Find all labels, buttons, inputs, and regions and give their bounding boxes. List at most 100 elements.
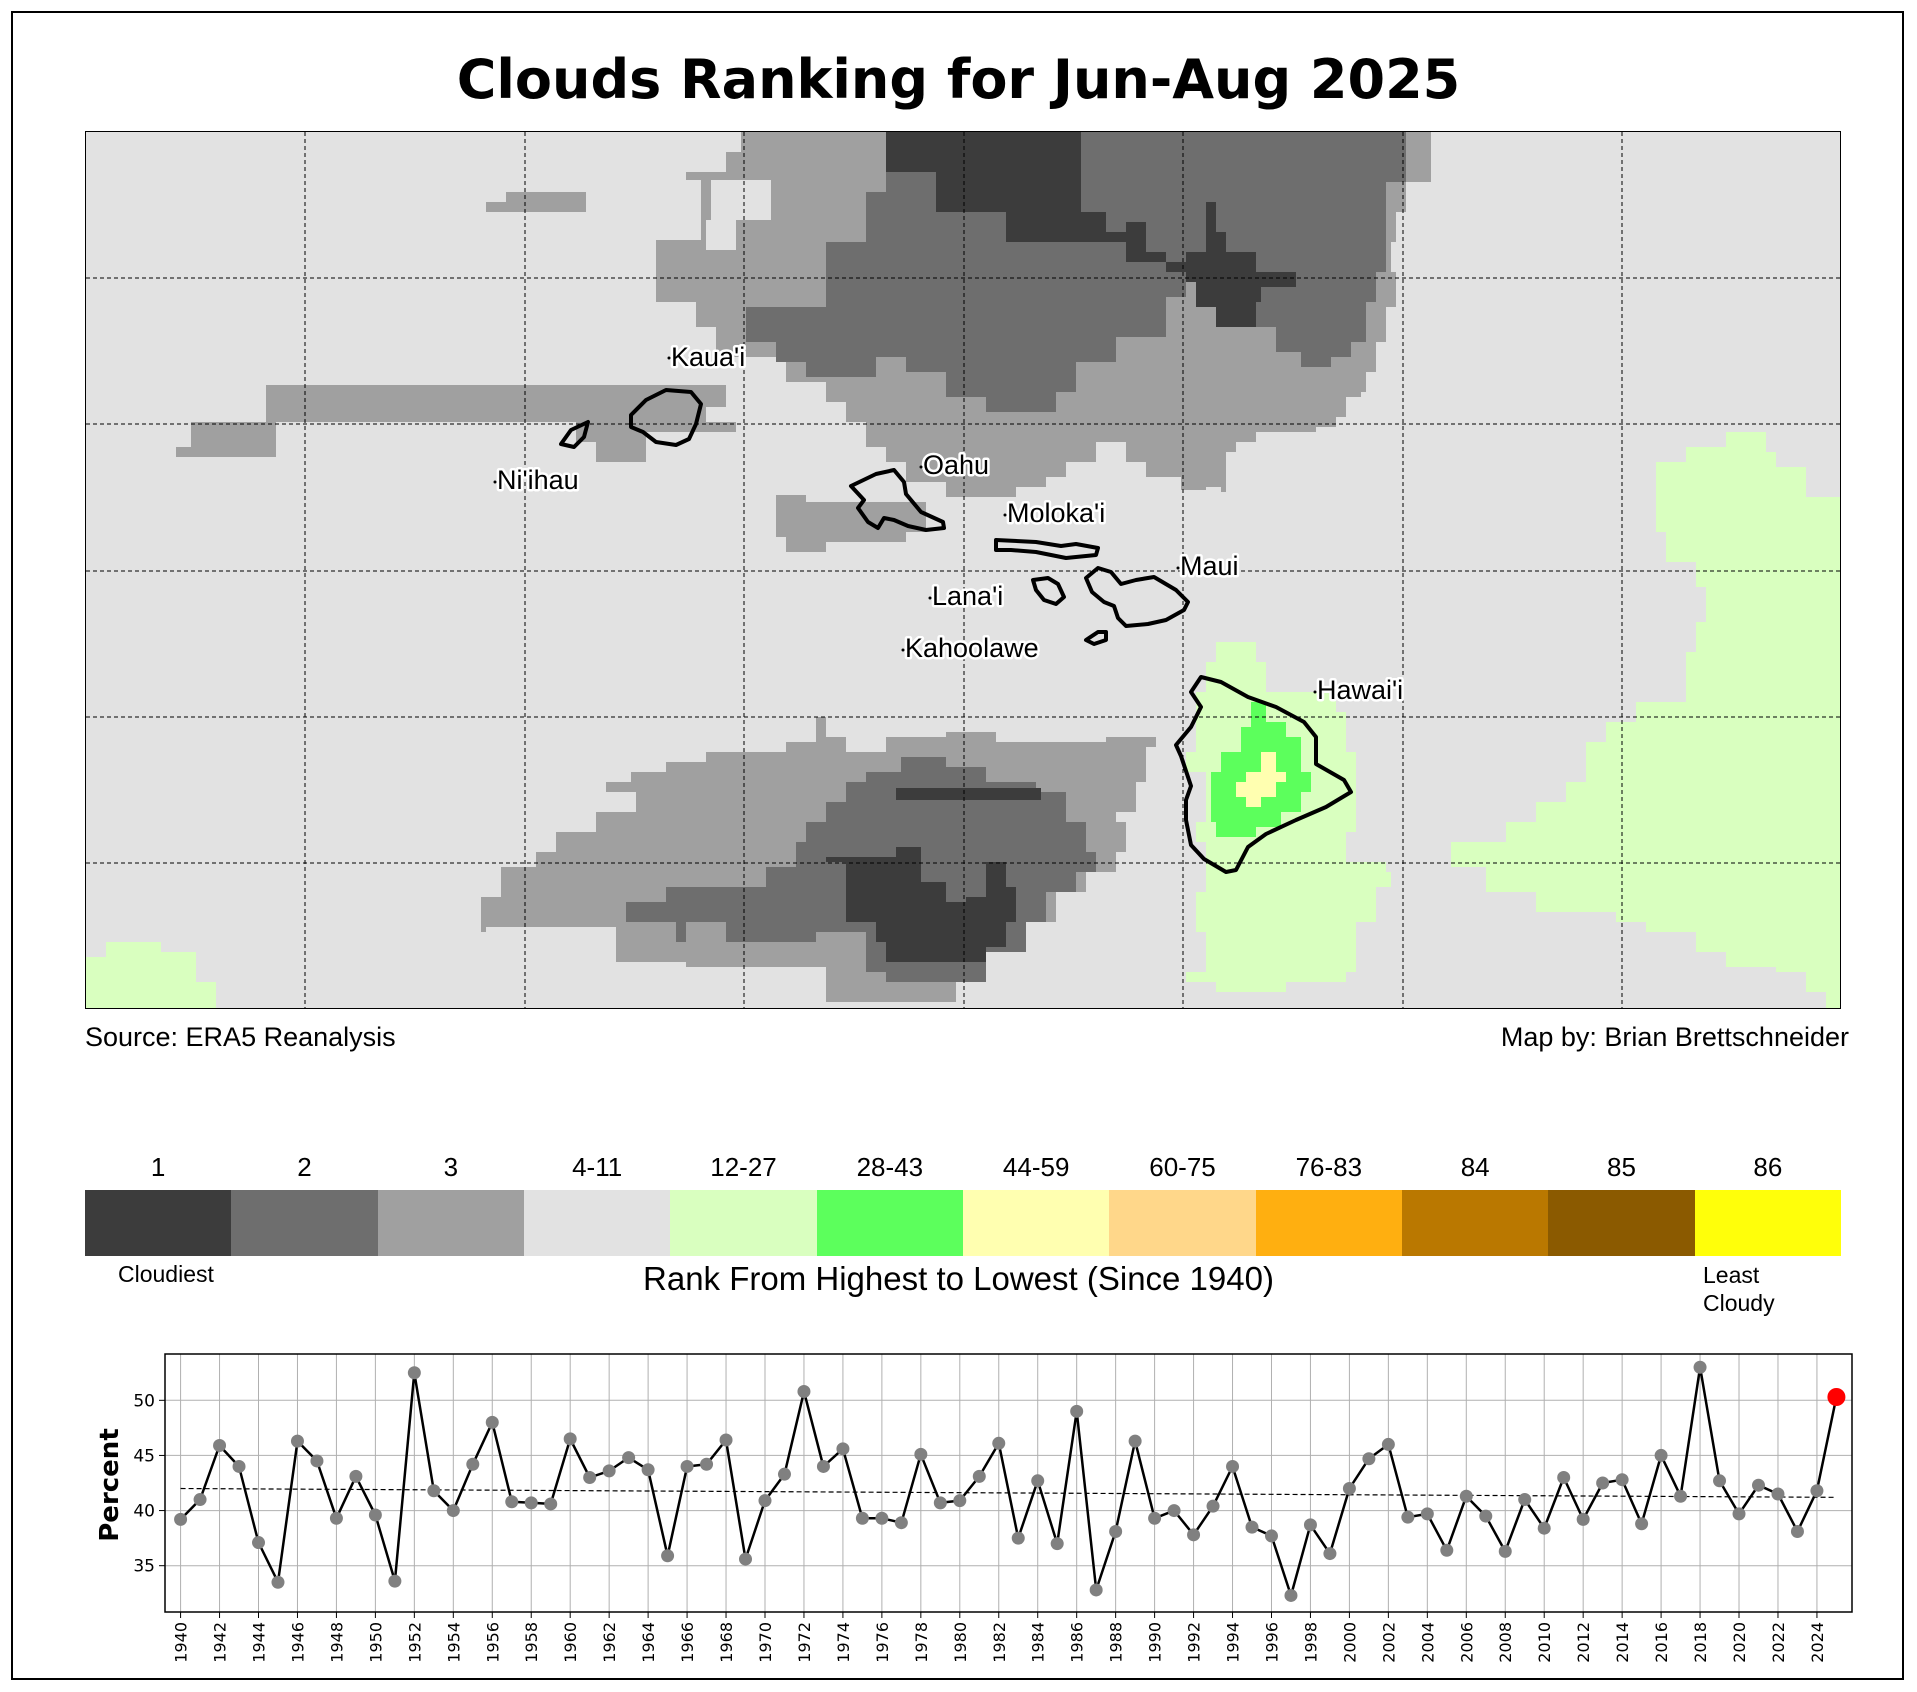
data-point <box>407 1366 421 1380</box>
data-point <box>894 1516 908 1530</box>
x-tick-label: 1942 <box>211 1622 230 1663</box>
x-tick-label: 1950 <box>366 1622 385 1663</box>
data-point <box>1109 1525 1123 1539</box>
island-label-dots <box>493 356 1317 694</box>
y-tick-label: 45 <box>133 1446 155 1466</box>
x-tick-label: 1976 <box>873 1622 892 1663</box>
x-tick-label: 1980 <box>951 1622 970 1663</box>
rank-3-region-west <box>176 385 736 462</box>
island-label-molokai: Moloka'i <box>1007 498 1105 528</box>
x-tick-label: 2014 <box>1613 1622 1632 1663</box>
legend-rank-label: 76-83 <box>1295 1152 1363 1182</box>
data-point <box>1459 1489 1473 1503</box>
data-point <box>252 1536 266 1550</box>
data-point <box>466 1457 480 1471</box>
data-point <box>1342 1482 1356 1496</box>
data-point <box>1576 1512 1590 1526</box>
niihau-outline <box>559 420 590 449</box>
island-label-maui: Maui <box>1180 551 1239 581</box>
x-tick-label: 1970 <box>756 1622 775 1663</box>
data-point <box>544 1497 558 1511</box>
island-label-oahu: Oahu <box>923 450 989 480</box>
data-point <box>836 1442 850 1456</box>
data-point <box>388 1574 402 1588</box>
x-tick-label: 1998 <box>1301 1622 1320 1663</box>
data-point <box>680 1459 694 1473</box>
data-point <box>1713 1474 1727 1488</box>
oahu-outline <box>849 468 946 532</box>
y-tick-label: 40 <box>133 1502 155 1522</box>
chart-grid <box>165 1354 1852 1612</box>
data-point <box>329 1511 343 1525</box>
x-tick-label: 1974 <box>834 1622 853 1663</box>
legend-swatch-10 <box>1548 1190 1695 1256</box>
x-tick-label: 1982 <box>990 1622 1009 1663</box>
timeseries-chart: 35 40 45 50 1940 1942 1944 1946 1948 1950 1952 195… <box>95 1353 1853 1663</box>
legend-swatch-3 <box>523 1190 671 1256</box>
data-point <box>583 1470 597 1484</box>
data-point <box>602 1464 616 1478</box>
data-point <box>368 1508 382 1522</box>
data-point <box>1070 1404 1084 1418</box>
map-title: Clouds Ranking for Jun-Aug 2025 <box>456 48 1461 111</box>
data-point <box>1440 1543 1454 1557</box>
legend-swatch-11 <box>1694 1190 1841 1256</box>
data-point <box>1089 1583 1103 1597</box>
plot-border <box>164 1353 1853 1613</box>
x-tick-labels: 1940 1942 1944 1946 1948 1950 1952 1954 1956 1958… <box>172 1622 1827 1663</box>
data-point <box>875 1511 889 1525</box>
x-tick-label: 1972 <box>795 1622 814 1663</box>
x-tick-label: 1968 <box>717 1622 736 1663</box>
legend-rank-label: 1 <box>150 1152 166 1182</box>
island-label-niihau: Ni'ihau <box>497 465 579 495</box>
data-point <box>213 1439 227 1453</box>
legend-colorbar <box>85 1190 1841 1256</box>
data-point <box>1810 1484 1824 1498</box>
island-labels: Kaua'i Ni'ihau Oahu Moloka'i Maui Lana'i… <box>495 340 1406 708</box>
x-tick-label: 1988 <box>1107 1622 1126 1663</box>
legend-rank-label: 12-27 <box>710 1152 777 1182</box>
x-tick-label: 1994 <box>1224 1622 1243 1663</box>
legend-rank-label: 60-75 <box>1149 1152 1216 1182</box>
x-tick-label: 2024 <box>1808 1622 1827 1663</box>
legend-rank-label: 85 <box>1607 1152 1636 1182</box>
x-tick-label: 1952 <box>405 1622 424 1663</box>
data-point <box>1381 1437 1395 1451</box>
data-point <box>953 1494 967 1508</box>
data-point <box>641 1463 655 1477</box>
x-tick-label: 2018 <box>1691 1622 1710 1663</box>
rank-1-region-south <box>826 847 1016 962</box>
data-point <box>739 1552 753 1566</box>
legend-swatch-1 <box>231 1190 378 1256</box>
data-point <box>777 1467 791 1481</box>
x-tick-label: 2000 <box>1340 1622 1359 1663</box>
legend-swatch-5 <box>816 1190 963 1256</box>
legend-swatch-6 <box>962 1190 1110 1256</box>
data-point <box>1518 1493 1532 1507</box>
x-tick-label: 2008 <box>1496 1622 1515 1663</box>
data-point <box>1167 1504 1181 1518</box>
data-point <box>1362 1452 1376 1466</box>
data-point <box>1226 1459 1240 1473</box>
data-point <box>349 1469 363 1483</box>
legend-swatch-0 <box>85 1190 232 1256</box>
data-point <box>1420 1507 1434 1521</box>
data-point <box>1187 1528 1201 1542</box>
hawaii-outline <box>1174 675 1353 874</box>
data-point <box>1401 1510 1415 1524</box>
kahoolawe-outline <box>1084 630 1108 646</box>
rank-3-region-oahu <box>776 495 926 552</box>
legend-rank-label: 4-11 <box>572 1152 623 1182</box>
data-point <box>1596 1476 1610 1490</box>
island-outlines <box>559 388 1353 874</box>
x-tick-label: 1954 <box>444 1622 463 1663</box>
data-point <box>290 1434 304 1448</box>
x-tick-label: 1956 <box>483 1622 502 1663</box>
data-point <box>505 1495 519 1509</box>
data-point <box>1693 1360 1707 1374</box>
data-point <box>1537 1521 1551 1535</box>
data-point <box>1751 1478 1765 1492</box>
legend-rank-label: 2 <box>297 1152 312 1182</box>
data-point <box>1206 1499 1220 1513</box>
data-point <box>719 1433 733 1447</box>
